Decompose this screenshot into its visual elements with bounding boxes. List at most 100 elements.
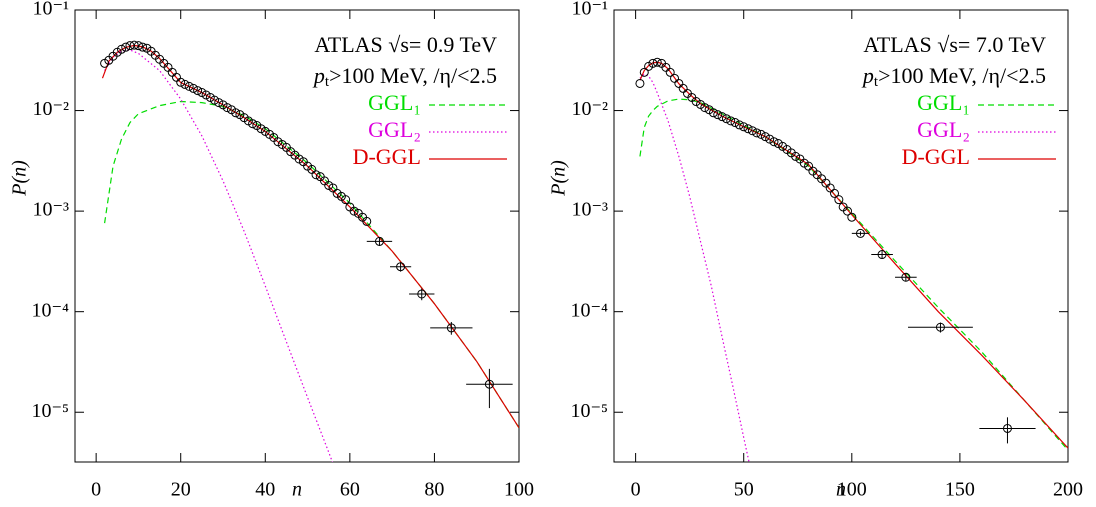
data-point — [825, 183, 835, 193]
annotation-part: ATLAS √s= 7.0 TeV — [863, 32, 1046, 57]
y-tick-label: 10⁻² — [32, 98, 69, 120]
legend-label: GGL₂ — [917, 117, 970, 142]
data-point — [117, 44, 127, 54]
data-point — [769, 137, 779, 147]
data-point — [1002, 423, 1012, 433]
data-point — [176, 77, 186, 87]
data-point — [760, 132, 770, 142]
data-point — [184, 81, 194, 91]
data-point — [855, 228, 865, 238]
x-tick-label: 50 — [734, 479, 754, 501]
annotation-part: >100 MeV, /η/<2.5 — [878, 63, 1046, 88]
data-point — [721, 114, 731, 124]
data-point — [311, 170, 321, 180]
data-point — [639, 67, 649, 77]
y-tick-label: 10⁻⁵ — [570, 400, 608, 422]
curve — [639, 98, 1068, 451]
data-point — [349, 206, 359, 216]
data-point — [188, 83, 198, 93]
legend-label: GGL₂ — [368, 117, 421, 142]
data-point — [834, 195, 844, 205]
data-point — [374, 236, 384, 246]
data-point — [197, 88, 207, 98]
plot-area — [100, 40, 519, 462]
annotation: ATLAS √s= 7.0 TeV — [863, 32, 1046, 57]
y-tick-label: 10⁻⁵ — [31, 400, 69, 422]
x-tick-label: 60 — [340, 479, 360, 501]
data-point — [133, 41, 143, 51]
data-point — [713, 110, 723, 120]
y-axis-label: P(n) — [548, 160, 570, 197]
data-point — [752, 128, 762, 138]
x-tick-label: 20 — [171, 479, 191, 501]
x-axis-label: n — [836, 479, 846, 501]
data-point — [765, 134, 775, 144]
annotation-part: p — [861, 63, 874, 88]
data-point — [248, 119, 258, 129]
y-tick-label: 10⁻² — [571, 98, 608, 120]
annotation: pt>100 MeV, /η/<2.5 — [312, 63, 497, 90]
data-point — [830, 188, 840, 198]
panel: 0 50 100 150 200 10⁻¹ 10⁻² 10⁻³ 10⁻⁴ 10⁻⁵ n P(n) ATL… — [548, 0, 1083, 501]
data-point — [743, 124, 753, 134]
data-point — [747, 126, 757, 136]
panel: 0 20 40 60 80 100 10⁻¹ 10⁻² 10⁻³ 10⁻⁴ 10⁻⁵ n P(n) ATL… — [9, 0, 534, 501]
data-point — [138, 42, 148, 52]
x-tick-label: 0 — [631, 479, 641, 501]
x-tick-label: 200 — [1053, 479, 1083, 501]
y-tick-label: 10⁻¹ — [571, 0, 608, 20]
x-tick-label: 100 — [504, 479, 534, 501]
data-point — [446, 323, 456, 333]
data-point — [214, 98, 224, 108]
data-point — [231, 108, 241, 118]
annotation: ATLAS √s= 0.9 TeV — [314, 32, 497, 57]
data-point — [341, 195, 351, 205]
data-point — [842, 206, 852, 216]
legend-label: D-GGL — [353, 144, 421, 169]
data-point — [180, 79, 190, 89]
data-point — [484, 379, 494, 389]
data-point — [652, 57, 662, 67]
annotation-part: >100 MeV, /η/<2.5 — [329, 63, 497, 88]
annotation-part: p — [312, 63, 325, 88]
data-point — [417, 289, 427, 299]
data-point — [730, 118, 740, 128]
x-axis-label: n — [292, 479, 302, 501]
x-tick-label: 0 — [91, 479, 101, 501]
curve — [104, 49, 334, 462]
curve — [639, 73, 750, 462]
plot-frame — [74, 9, 520, 463]
x-tick-label: 40 — [255, 479, 275, 501]
data-point — [708, 108, 718, 118]
annotation-part: ATLAS √s= 0.9 TeV — [314, 32, 497, 57]
plot-area — [635, 57, 1068, 462]
data-point — [935, 322, 945, 332]
y-tick-label: 10⁻³ — [571, 199, 608, 221]
data-point — [734, 120, 744, 130]
curve — [101, 44, 519, 429]
data-point — [635, 78, 645, 88]
data-point — [739, 122, 749, 132]
annotation-part: t — [325, 74, 330, 90]
data-point — [901, 272, 911, 282]
data-point — [847, 212, 857, 222]
legend-label: D-GGL — [902, 144, 970, 169]
data-point — [756, 129, 766, 139]
y-tick-label: 10⁻¹ — [32, 0, 69, 20]
data-point — [877, 250, 887, 260]
data-point — [791, 151, 801, 161]
y-tick-label: 10⁻⁴ — [31, 299, 69, 321]
y-axis-label: P(n) — [9, 160, 31, 197]
data-point — [222, 103, 232, 113]
legend-label: GGL₁ — [917, 90, 970, 115]
x-tick-label: 150 — [945, 479, 975, 501]
plot-frame — [613, 9, 1069, 463]
data-point — [129, 40, 139, 50]
annotation-part: t — [874, 74, 879, 90]
annotation: pt>100 MeV, /η/<2.5 — [861, 63, 1046, 90]
curve — [639, 61, 1068, 449]
data-point — [717, 112, 727, 122]
data-point — [396, 262, 406, 272]
data-point — [726, 116, 736, 126]
